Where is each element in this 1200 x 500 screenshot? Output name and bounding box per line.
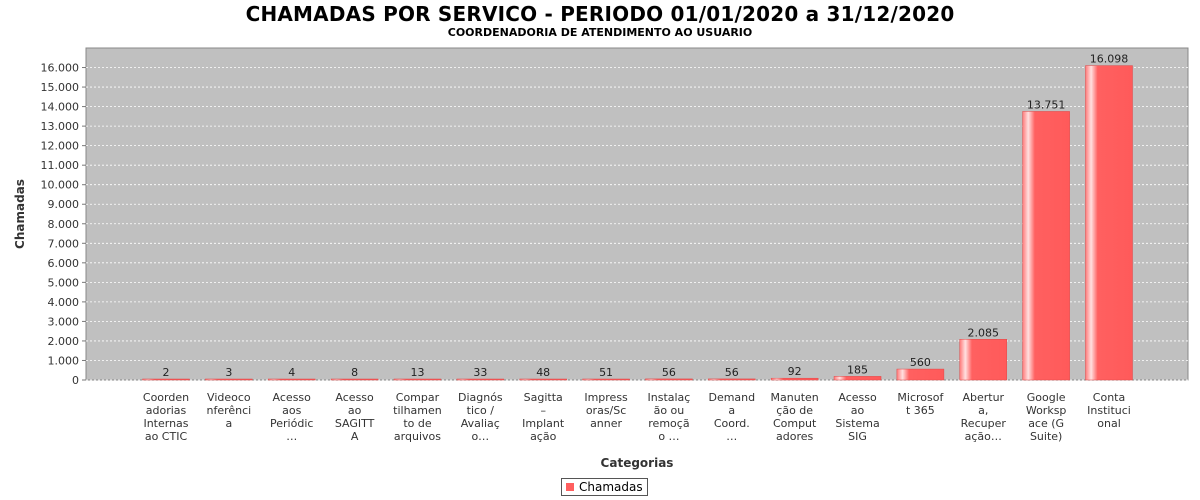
bar-value-label: 560 [910, 356, 931, 369]
bar [330, 378, 379, 381]
bar-value-label: 4 [288, 366, 295, 379]
y-tick-label: 13.000 [41, 120, 80, 133]
bar [645, 378, 693, 381]
x-tick-label: Acesso aos Periódic… [270, 391, 313, 443]
x-tick-label: Diagnós tico / Avaliaç o… [458, 391, 503, 443]
bar-value-label: 56 [725, 366, 739, 379]
chart-title: CHAMADAS POR SERVICO - PERIODO 01/01/202… [245, 2, 955, 26]
y-tick-label: 6.000 [48, 257, 80, 270]
y-axis-label: Chamadas [13, 179, 27, 249]
x-tick-label: Manuten ção de Comput adores [771, 391, 819, 443]
y-tick-label: 4.000 [48, 296, 80, 309]
x-tick-label: Compar tilhamen to de arquivos [393, 391, 442, 443]
y-tick-label: 3.000 [48, 315, 80, 328]
bar-value-label: 33 [473, 366, 487, 379]
bar [142, 378, 190, 381]
bar-value-label: 16.098 [1090, 53, 1129, 66]
bar [393, 378, 442, 381]
y-tick-label: 0 [72, 374, 79, 387]
bar-value-label: 51 [599, 366, 613, 379]
y-tick-label: 14.000 [41, 101, 80, 114]
bar [1085, 65, 1133, 381]
x-tick-label: Google Worksp ace (G Suite) [1026, 391, 1067, 443]
x-tick-label: Impress oras/Sc anner [584, 391, 628, 430]
x-tick-label: Acesso ao SAGITT A [335, 391, 375, 443]
bar [267, 378, 316, 381]
chart-subtitle: COORDENADORIA DE ATENDIMENTO AO USUARIO [447, 26, 753, 39]
y-tick-label: 8.000 [48, 218, 80, 231]
bar [582, 378, 630, 381]
bar-value-label: 185 [847, 363, 868, 376]
y-tick-label: 9.000 [48, 198, 80, 211]
y-tick-label: 11.000 [41, 159, 80, 172]
y-tick-label: 15.000 [41, 81, 80, 94]
y-tick-label: 16.000 [41, 62, 80, 75]
x-tick-label: Acesso ao Sistema SIG [835, 391, 879, 443]
bar [519, 378, 567, 381]
bar [205, 378, 253, 381]
y-tick-label: 1.000 [48, 354, 80, 367]
plot-area [85, 47, 1189, 381]
bar-value-label: 2 [163, 366, 170, 379]
legend-label: Chamadas [579, 480, 643, 494]
x-tick-label: Conta Instituci onal [1087, 391, 1131, 430]
x-tick-label: Demand a Coord.… [708, 391, 755, 443]
y-tick-label: 7.000 [48, 237, 80, 250]
bar [896, 368, 945, 381]
bar [456, 378, 505, 381]
bar-value-label: 2.085 [968, 326, 1000, 339]
x-tick-label: Microsof t 365 [897, 391, 944, 417]
x-tick-label: Coorden adorias Internas ao CTIC [143, 391, 189, 443]
bar [833, 376, 882, 381]
bar [770, 377, 819, 381]
bar [959, 339, 1008, 381]
y-tick-label: 12.000 [41, 140, 80, 153]
x-tick-label: Abertur a, Recuper ação… [961, 391, 1007, 443]
legend: Chamadas [561, 478, 648, 496]
x-tick-label: Sagitta – Implant ação [522, 391, 565, 443]
bar-value-label: 3 [225, 366, 232, 379]
bar-value-label: 48 [536, 366, 550, 379]
y-tick-label: 2.000 [48, 335, 80, 348]
x-axis-label: Categorias [601, 456, 674, 470]
x-tick-label: Instalaç ão ou remoçã o … [648, 391, 691, 443]
bar [1022, 111, 1070, 381]
bar [708, 378, 756, 381]
y-tick-label: 10.000 [41, 179, 80, 192]
y-tick-label: 5.000 [48, 276, 80, 289]
bar-value-label: 56 [662, 366, 676, 379]
bar-value-label: 13.751 [1027, 98, 1066, 111]
bar-value-label: 13 [410, 366, 424, 379]
bar-value-label: 8 [351, 366, 358, 379]
legend-swatch [566, 483, 574, 491]
x-tick-label: Videoco nferênci a [206, 391, 251, 430]
bar-value-label: 92 [788, 365, 802, 378]
